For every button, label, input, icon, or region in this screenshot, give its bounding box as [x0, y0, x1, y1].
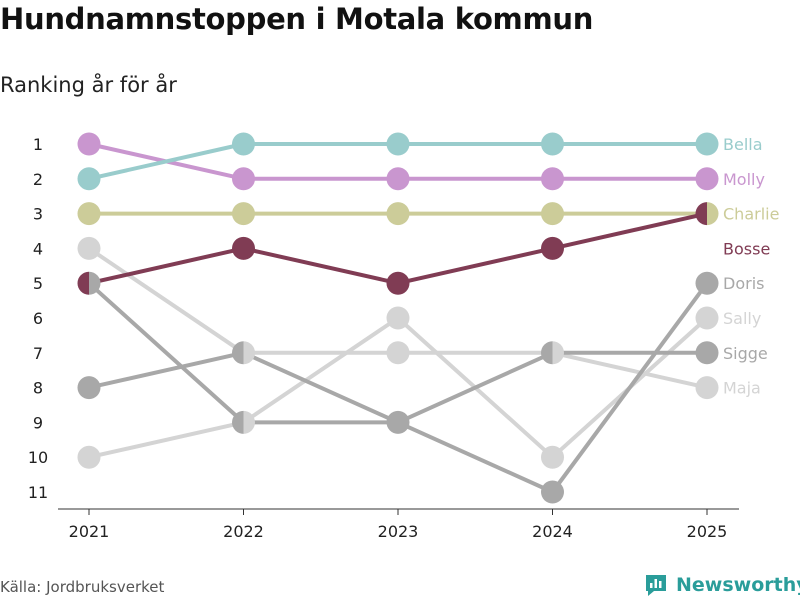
source-note: Källa: Jordbruksverket [0, 578, 165, 596]
point-doris [386, 410, 398, 434]
brand-name: Newsworthy [676, 574, 800, 596]
point-charlie [232, 202, 255, 226]
point-molly [77, 132, 101, 156]
point-bella [386, 132, 410, 156]
y-axis: 1 2 3 4 5 6 7 8 9 10 11 [28, 135, 48, 502]
point-maja [243, 341, 256, 365]
point-sally [77, 445, 101, 469]
point-bosse [77, 271, 89, 295]
point-sally [386, 306, 410, 330]
y-tick-label: 1 [33, 135, 43, 154]
point-bella [695, 132, 719, 156]
y-tick-label: 4 [33, 239, 43, 258]
y-tick-label: 3 [33, 205, 43, 224]
y-tick-label: 9 [33, 413, 43, 432]
x-tick-label: 2022 [223, 522, 264, 541]
series-label-bella: Bella [723, 135, 763, 154]
point-molly [695, 167, 719, 191]
series-label-charlie: Charlie [723, 205, 779, 224]
point-doris [89, 271, 101, 295]
series-points [77, 132, 719, 504]
point-molly [232, 167, 255, 191]
y-tick-label: 2 [33, 170, 43, 189]
x-axis: 2021 2022 2023 2024 2025 [58, 508, 739, 541]
y-tick-label: 8 [33, 379, 43, 398]
series-label-maja: Maja [723, 379, 761, 398]
point-sally [243, 410, 256, 434]
point-sigge [77, 376, 101, 400]
point-charlie [541, 202, 564, 226]
point-charlie [77, 202, 101, 226]
point-maja [552, 341, 564, 365]
x-tick-label: 2024 [532, 522, 573, 541]
point-sigge [398, 410, 410, 434]
x-tick-label: 2025 [687, 522, 728, 541]
point-bosse [386, 271, 410, 295]
point-bella [232, 132, 255, 156]
newsworthy-icon [646, 575, 666, 596]
chart-subtitle: Ranking år för år [0, 73, 177, 97]
x-tick-label: 2021 [69, 522, 110, 541]
y-tick-label: 10 [28, 448, 48, 467]
point-sigge [541, 341, 553, 365]
point-doris [695, 271, 719, 295]
point-molly [541, 167, 564, 191]
series-label-sally: Sally [723, 309, 761, 328]
series-line-sally [87, 316, 709, 460]
point-molly [386, 167, 410, 191]
point-maja [77, 236, 101, 260]
point-bosse [541, 236, 564, 260]
x-tick-label: 2023 [378, 522, 419, 541]
point-sally [695, 306, 719, 330]
point-sigge [232, 341, 244, 365]
y-tick-label: 11 [28, 483, 48, 502]
point-sally [541, 445, 564, 469]
point-maja [386, 341, 410, 365]
point-doris [232, 410, 244, 434]
series-labels: Bella Molly Charlie Bosse Doris Sally Sigge Maj… [723, 135, 779, 398]
point-doris [541, 480, 564, 504]
series-label-sigge: Sigge [723, 344, 768, 363]
point-charlie [707, 202, 719, 226]
point-sigge [695, 341, 719, 365]
series-label-bosse: Bosse [723, 239, 770, 258]
series-label-molly: Molly [723, 170, 765, 189]
bump-chart: 1 2 3 4 5 6 7 8 9 10 11 2021 2022 2023 2024 2025 Bella… [28, 132, 779, 541]
series-label-doris: Doris [723, 274, 764, 293]
point-maja [695, 376, 719, 400]
y-tick-label: 6 [33, 309, 43, 328]
point-bella [541, 132, 564, 156]
brand-logo: Newsworthy [644, 570, 800, 600]
y-tick-label: 7 [33, 344, 43, 363]
point-charlie [386, 202, 410, 226]
point-bosse [695, 202, 707, 226]
point-bella [77, 167, 101, 191]
point-bosse [232, 236, 255, 260]
chart-title: Hundnamnstoppen i Motala kommun [0, 2, 594, 36]
y-tick-label: 5 [33, 274, 43, 293]
